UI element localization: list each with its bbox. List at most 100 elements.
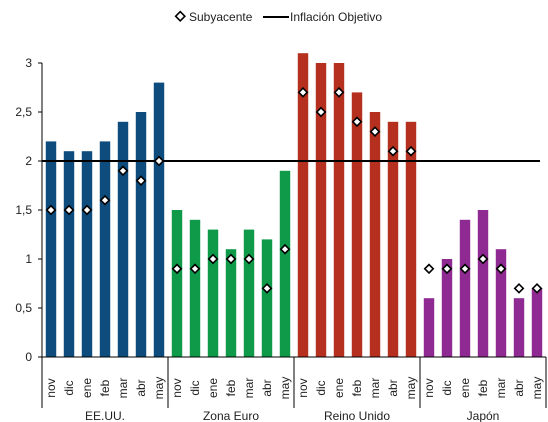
core-marker — [423, 263, 435, 275]
bar — [243, 229, 255, 357]
core-marker — [135, 175, 147, 186]
x-tick-label: mar — [368, 378, 382, 399]
bar — [117, 121, 129, 357]
group-label: Japón — [467, 409, 500, 422]
x-tick-label: dic — [440, 380, 454, 395]
bar — [171, 210, 183, 357]
core-marker — [405, 145, 417, 157]
x-tick-label: nov — [170, 378, 184, 397]
bar — [459, 219, 471, 357]
core-marker — [333, 87, 345, 98]
core-marker — [243, 253, 255, 265]
core-marker — [279, 243, 291, 255]
core-marker — [495, 263, 507, 275]
bar — [495, 249, 507, 357]
x-tick-label: feb — [98, 379, 112, 396]
x-tick-label: nov — [422, 378, 436, 397]
x-tick-label: mar — [242, 378, 256, 399]
legend: Subyacente Inflación Objetivo — [174, 10, 382, 24]
core-marker — [315, 106, 327, 118]
bar — [279, 170, 291, 357]
bar — [189, 219, 201, 357]
x-tick-label: dic — [62, 380, 76, 395]
bar — [207, 229, 219, 357]
x-tick-label: dic — [188, 380, 202, 395]
x-tick-label: dic — [314, 380, 328, 395]
bar — [405, 121, 417, 357]
x-tick-label: ene — [332, 378, 346, 398]
bar — [261, 239, 273, 357]
core-marker — [387, 145, 399, 157]
bar — [81, 151, 93, 357]
bar — [351, 92, 363, 358]
bar — [477, 210, 489, 357]
legend-subyacente-marker — [174, 10, 186, 22]
bar — [99, 141, 111, 357]
y-tick-label: 0 — [25, 350, 32, 364]
x-tick-label: mar — [494, 378, 508, 399]
bar — [297, 53, 309, 357]
x-tick-label: may — [404, 377, 418, 400]
core-marker — [297, 87, 309, 98]
core-marker — [459, 263, 471, 275]
group-label: EE.UU. — [85, 409, 125, 422]
y-tick-label: 2 — [25, 154, 32, 168]
bar — [153, 82, 165, 357]
x-tick-label: nov — [44, 378, 58, 397]
core-marker — [261, 283, 273, 294]
bar — [513, 298, 525, 357]
x-tick-label: ene — [80, 378, 94, 398]
bar — [315, 63, 327, 357]
bar — [423, 298, 435, 357]
x-tick-label: nov — [296, 378, 310, 397]
bar — [45, 141, 57, 357]
bar — [369, 112, 381, 357]
core-marker — [189, 263, 201, 275]
x-tick-label: may — [530, 377, 544, 400]
x-tick-label: ene — [458, 378, 472, 398]
bar — [63, 151, 75, 357]
bar — [333, 63, 345, 357]
core-marker — [225, 253, 237, 265]
x-tick-label: abr — [512, 379, 526, 396]
x-tick-label: mar — [116, 378, 130, 399]
y-tick-label: 0,5 — [15, 301, 32, 315]
core-marker — [441, 263, 453, 275]
legend-objetivo-label: Inflación Objetivo — [290, 10, 382, 24]
x-tick-label: feb — [476, 379, 490, 396]
core-marker — [81, 204, 93, 216]
x-tick-label: may — [152, 377, 166, 400]
y-tick-label: 3 — [25, 56, 32, 70]
core-marker — [351, 116, 363, 128]
x-tick-label: may — [278, 377, 292, 400]
core-marker — [513, 283, 525, 294]
bar — [387, 121, 399, 357]
bar — [135, 112, 147, 357]
bar — [225, 249, 237, 357]
bar — [531, 288, 543, 357]
x-tick-label: abr — [386, 379, 400, 396]
x-tick-label: feb — [224, 379, 238, 396]
y-tick-label: 1 — [25, 252, 32, 266]
y-tick-label: 2,5 — [15, 105, 32, 119]
core-marker — [153, 155, 165, 167]
y-tick-label: 1,5 — [15, 203, 32, 217]
bar — [441, 259, 453, 357]
x-tick-label: abr — [260, 379, 274, 396]
core-marker — [45, 204, 57, 216]
x-tick-label: feb — [350, 379, 364, 396]
core-marker — [477, 253, 489, 265]
legend-subyacente-label: Subyacente — [189, 10, 253, 24]
group-label: Reino Unido — [324, 409, 390, 422]
x-tick-label: ene — [206, 378, 220, 398]
core-marker — [369, 126, 381, 137]
core-marker — [117, 165, 129, 177]
group-label: Zona Euro — [203, 409, 259, 422]
x-tick-label: abr — [134, 379, 148, 396]
core-marker — [99, 194, 111, 206]
core-marker — [171, 263, 183, 275]
core-marker — [63, 204, 75, 216]
